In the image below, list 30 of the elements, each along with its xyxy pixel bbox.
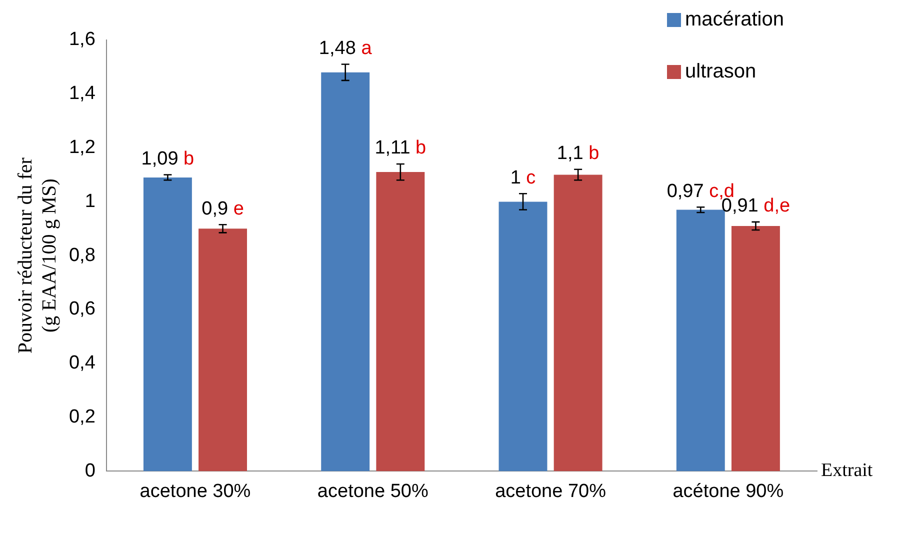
y-tick-label: 1,6 (68, 29, 96, 50)
data-label: 1,11 b (374, 138, 426, 159)
data-label: 0,9 e (202, 198, 244, 220)
y-tick-label: 1 (84, 190, 96, 212)
y-axis-title: Pouvoir réducteur du fer (g EAA/100 g MS) (14, 157, 60, 354)
y-tick-label: 0,2 (68, 406, 96, 428)
y-tick-label: 0,6 (68, 298, 96, 320)
y-tick-label: 0,4 (68, 352, 96, 374)
legend-label: macération (685, 8, 784, 31)
data-label: 1 c (510, 167, 536, 188)
bar (731, 226, 780, 472)
y-tick-label: 0,8 (68, 244, 96, 266)
bar (143, 177, 192, 472)
data-label: 1,1 b (556, 143, 600, 164)
y-tick-label: 1,2 (68, 137, 96, 158)
legend-label: ultrason (685, 60, 756, 83)
bar (198, 228, 248, 472)
bar (376, 172, 425, 472)
y-tick-label: 0 (84, 460, 96, 482)
bar (498, 202, 548, 472)
data-label: 1,48 a (318, 38, 372, 59)
x-axis-title: Extrait (821, 460, 874, 482)
x-tick-label: acetone 50% (317, 480, 428, 502)
bar (321, 72, 370, 472)
x-tick-label: acetone 30% (140, 480, 251, 502)
x-tick-label: acétone 90% (672, 480, 784, 502)
x-tick-label: acetone 70% (495, 480, 606, 502)
data-label: 1,09 b (141, 148, 194, 170)
y-tick-label: 1,4 (68, 83, 96, 104)
bar (554, 174, 602, 472)
